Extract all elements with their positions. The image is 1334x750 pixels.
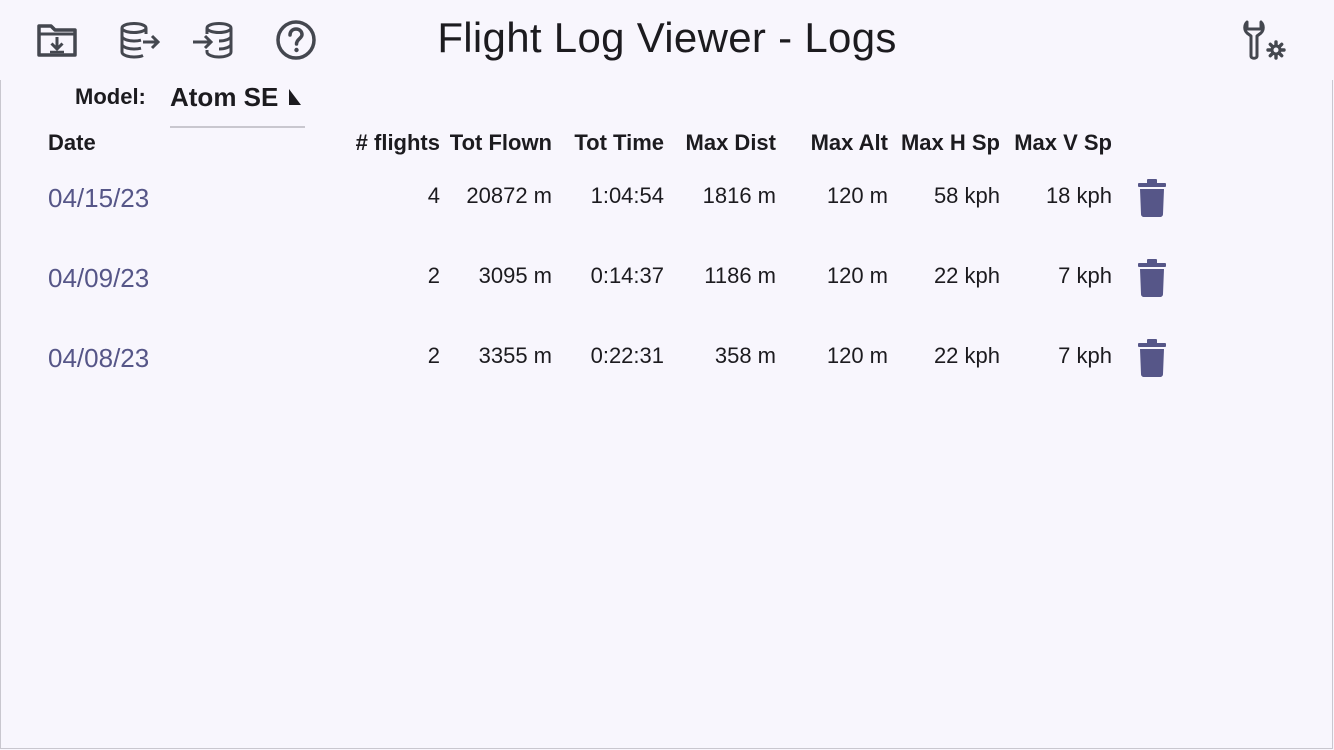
database-export-icon[interactable]	[117, 18, 161, 62]
cell-tot-flown: 3355 m	[478, 343, 552, 368]
cell-max-v-sp: 7 kph	[1058, 263, 1112, 288]
cell-max-h-sp: 58 kph	[933, 183, 1000, 208]
cell-max-alt: 120 m	[826, 263, 888, 288]
cell-max-v-sp: 7 kph	[1058, 343, 1112, 368]
column-header-date: Date	[48, 130, 96, 155]
model-dropdown[interactable]: Atom SE	[170, 80, 305, 128]
cell-max-alt: 120 m	[826, 183, 888, 208]
database-import-icon[interactable]	[191, 18, 235, 62]
cell-max-dist: 358 m	[714, 343, 776, 368]
log-date-link[interactable]: 04/09/23	[48, 263, 150, 293]
column-header-tot-time: Tot Time	[574, 130, 664, 155]
column-header-max-alt: Max Alt	[810, 130, 888, 155]
cell-tot-time: 0:22:31	[590, 343, 664, 368]
help-circle-icon[interactable]	[274, 18, 318, 62]
column-header-max-h-sp: Max H Sp	[900, 130, 1000, 155]
cell-max-h-sp: 22 kph	[933, 263, 1000, 288]
table-row: 04/15/23 4 20872 m 1:04:54 1816 m 120 m …	[0, 179, 1334, 243]
cell-max-h-sp: 22 kph	[933, 343, 1000, 368]
model-selected-value: Atom SE	[170, 82, 279, 112]
wrench-gear-icon[interactable]	[1240, 18, 1288, 62]
cell-tot-time: 1:04:54	[590, 183, 664, 208]
column-header-flights: # flights	[355, 130, 440, 155]
cell-flights: 2	[427, 263, 440, 288]
content-frame	[0, 80, 1333, 749]
cell-max-alt: 120 m	[826, 343, 888, 368]
log-date-link[interactable]: 04/08/23	[48, 343, 150, 373]
column-header-tot-flown: Tot Flown	[449, 130, 552, 155]
cell-max-dist: 1816 m	[702, 183, 776, 208]
table-row: 04/09/23 2 3095 m 0:14:37 1186 m 120 m 2…	[0, 259, 1334, 323]
delete-trash-icon[interactable]	[1136, 339, 1168, 379]
page-title: Flight Log Viewer - Logs	[437, 14, 897, 61]
cell-tot-flown: 20872 m	[466, 183, 552, 208]
cell-max-dist: 1186 m	[704, 263, 776, 288]
column-header-max-dist: Max Dist	[685, 130, 776, 155]
cell-tot-flown: 3095 m	[478, 263, 552, 288]
cell-flights: 4	[427, 183, 440, 208]
column-header-max-v-sp: Max V Sp	[1014, 130, 1112, 155]
log-date-link[interactable]: 04/15/23	[48, 183, 150, 213]
table-row: 04/08/23 2 3355 m 0:22:31 358 m 120 m 22…	[0, 339, 1334, 403]
model-label: Model:	[75, 84, 146, 109]
dropdown-arrow-icon	[288, 88, 302, 111]
cell-flights: 2	[427, 343, 440, 368]
delete-trash-icon[interactable]	[1136, 179, 1168, 219]
folder-download-icon[interactable]	[35, 18, 79, 62]
delete-trash-icon[interactable]	[1136, 259, 1168, 299]
cell-max-v-sp: 18 kph	[1045, 183, 1112, 208]
cell-tot-time: 0:14:37	[590, 263, 664, 288]
